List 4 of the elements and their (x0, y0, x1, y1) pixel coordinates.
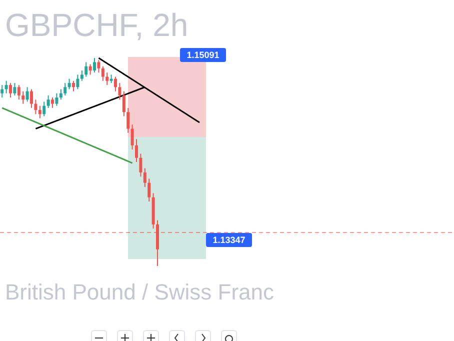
chart-title: GBPCHF, 2h (5, 7, 188, 43)
annotation: 1.15091 (186, 50, 220, 60)
text: British Pound / Swiss Franc (5, 280, 274, 304)
text: 1.13347 (212, 235, 246, 245)
